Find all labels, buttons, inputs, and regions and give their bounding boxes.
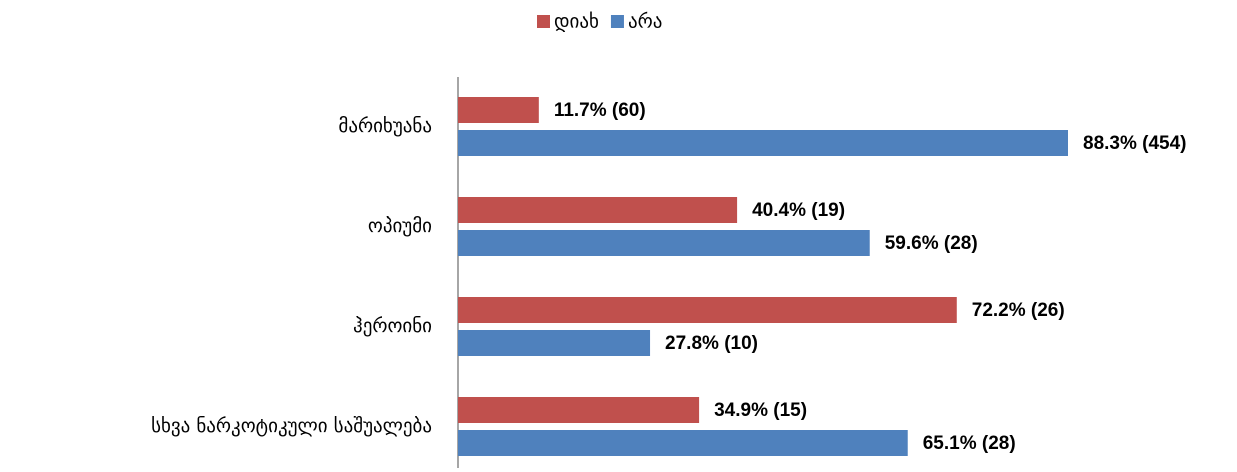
value-label: 34.9% (15) [714,400,807,421]
value-label: 11.7% (60) [554,100,646,121]
bar [458,330,651,356]
bar [458,297,957,323]
y-tick-label: მარიხუანა [338,115,432,137]
value-label: 72.2% (26) [972,300,1065,321]
value-label: 88.3% (454) [1083,133,1187,154]
y-tick-label: ჰეროინი [353,315,432,337]
bar [458,430,908,456]
y-tick-label: სხვა ნარკოტიკული საშუალება [151,415,432,437]
bar [458,130,1068,156]
value-label: 65.1% (28) [923,433,1016,454]
bar [458,230,870,256]
legend-label: არა [628,11,662,33]
y-tick-label: ოპიუმი [368,215,432,237]
bar [458,97,539,123]
legend-swatch [537,15,550,28]
value-label: 40.4% (19) [752,200,845,221]
value-label: 59.6% (28) [885,233,978,254]
legend-swatch [610,15,624,28]
legend-label: დიახ [554,11,599,33]
value-label: 27.8% (10) [665,333,758,354]
bar [458,397,700,423]
bar [458,197,738,223]
